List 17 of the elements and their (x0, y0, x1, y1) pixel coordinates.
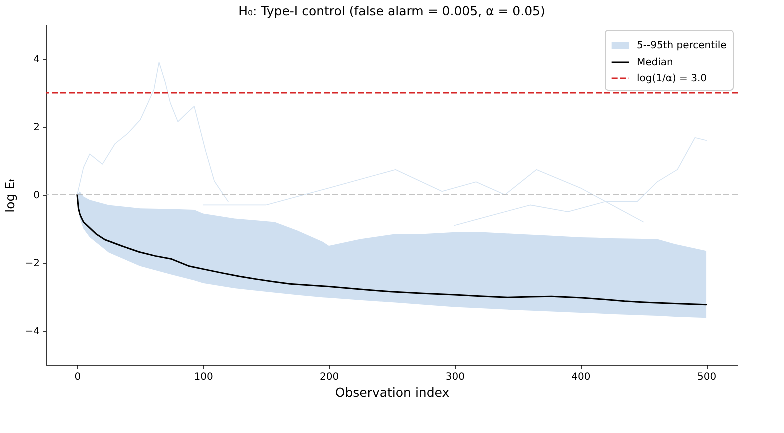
x-axis-title: Observation index (335, 385, 450, 400)
x-tick-label: 0 (74, 372, 82, 383)
legend-label: 5--95th percentile (637, 40, 727, 52)
y-tick-label: −4 (25, 326, 40, 338)
x-tick-label: 400 (572, 372, 591, 383)
y-tick-label: 0 (34, 190, 40, 202)
y-tick-label: 2 (34, 122, 40, 134)
x-tick-label: 200 (320, 372, 340, 383)
legend-label: Median (637, 58, 674, 68)
y-tick-label: −2 (25, 258, 40, 270)
chart-title: H₀: Type-I control (false alarm = 0.005, α = 0.05) (238, 4, 546, 18)
legend-label: log(1/α) = 3.0 (637, 74, 708, 84)
x-tick-label: 300 (446, 372, 465, 383)
y-tick-label: 4 (34, 54, 40, 66)
x-tick-label: 500 (698, 372, 717, 383)
x-tick-label: 100 (194, 372, 214, 383)
y-axis-title: log Eₜ (2, 178, 18, 213)
